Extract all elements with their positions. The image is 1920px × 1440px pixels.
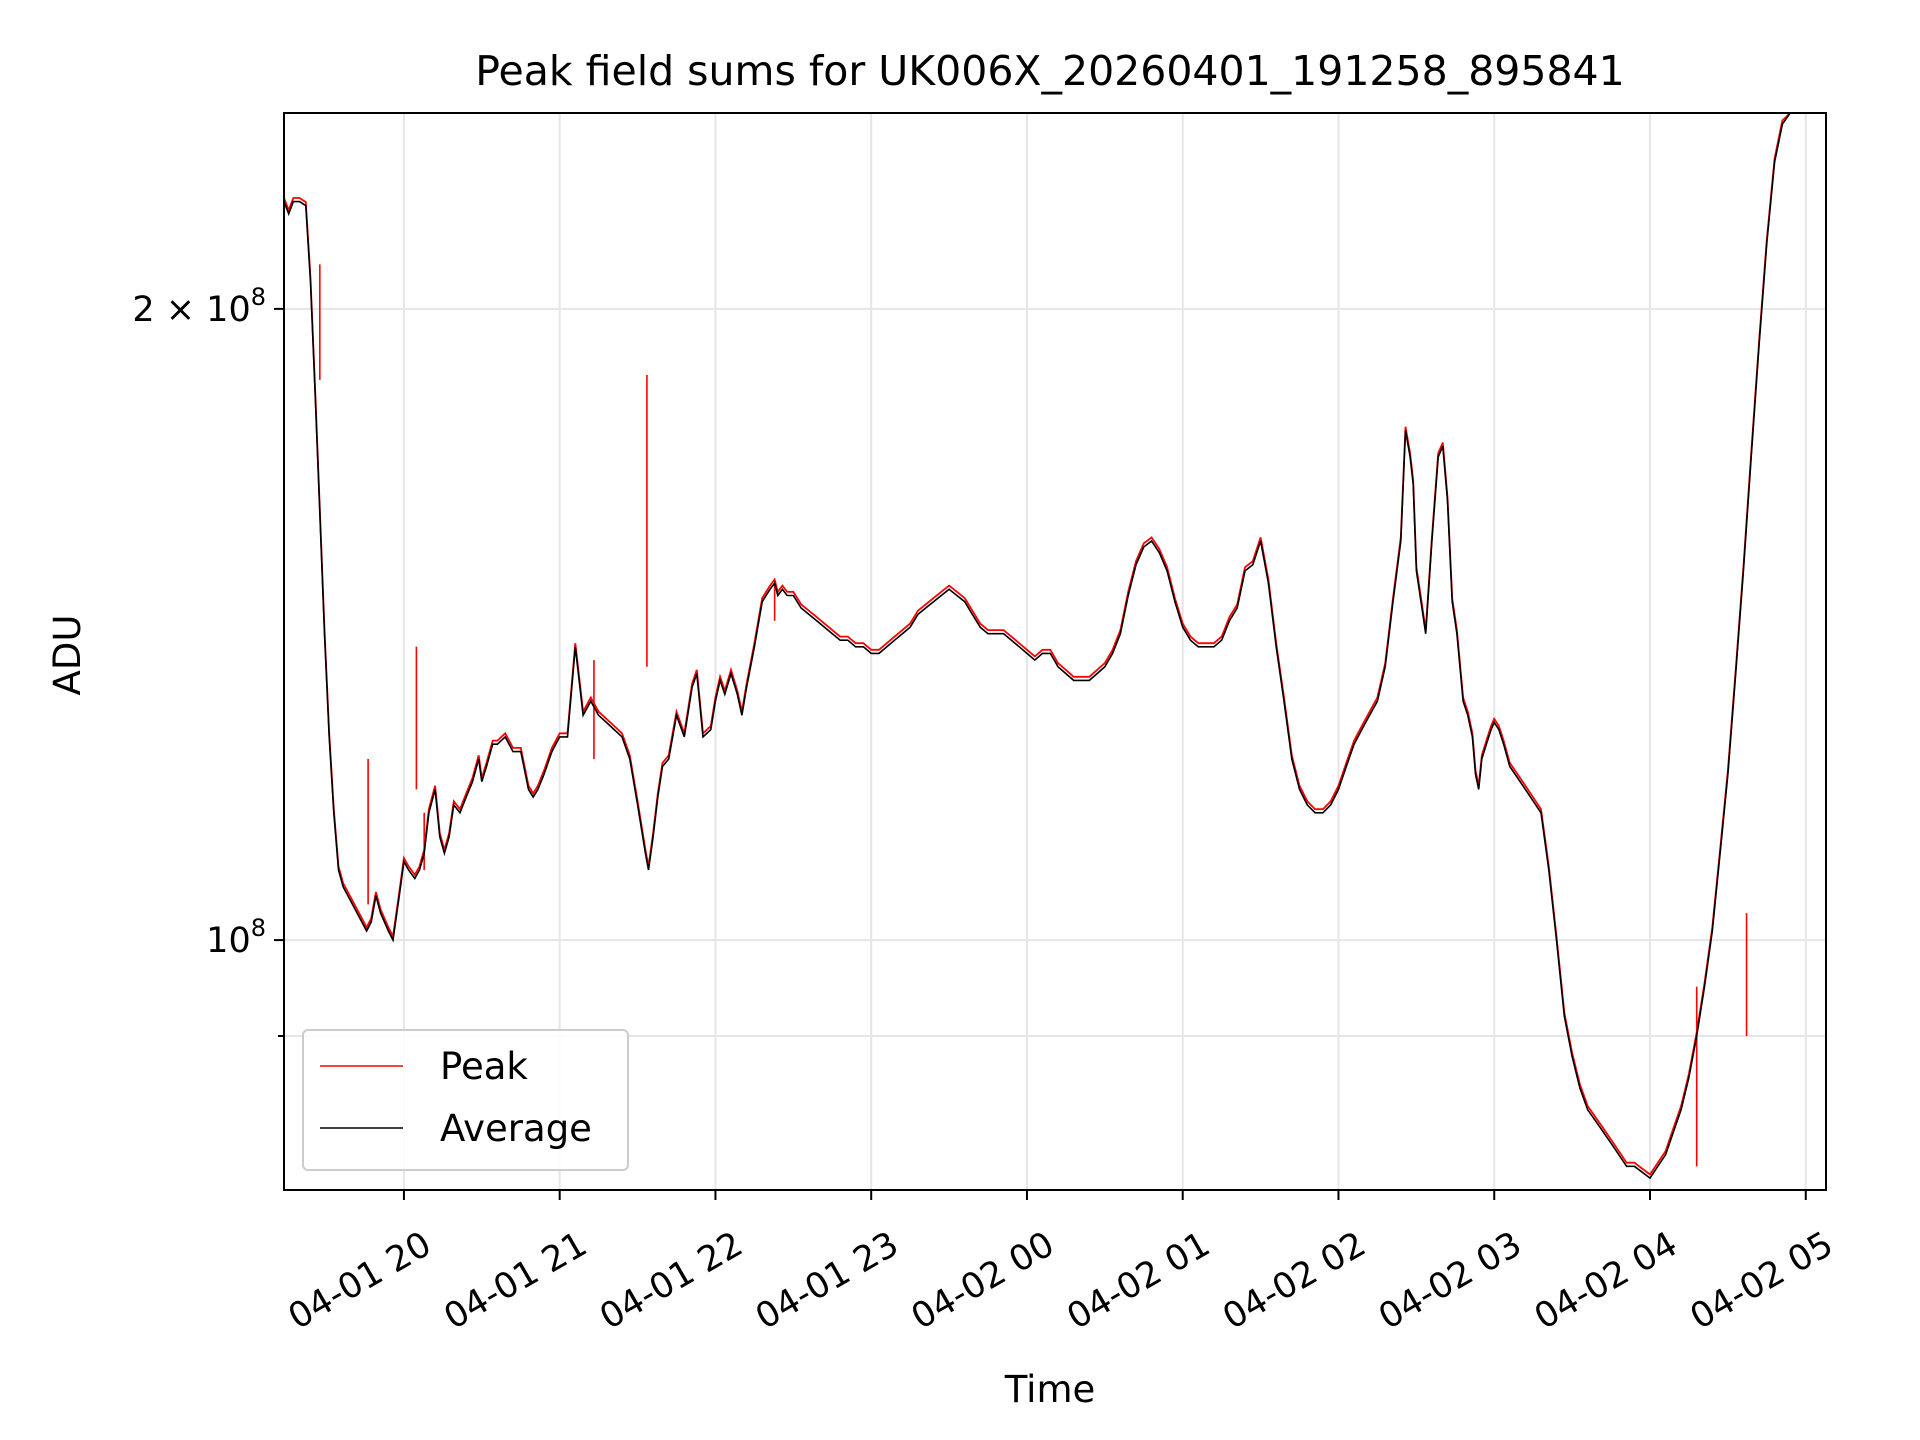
legend: Peak Average [302, 1029, 629, 1171]
legend-average-label: Average [440, 1107, 592, 1150]
peak-series-line [283, 112, 1791, 1176]
average-series-line [283, 112, 1791, 1180]
y-axis-label: ADU [46, 615, 89, 696]
chart-title: Peak field sums for UK006X_20260401_1912… [475, 47, 1624, 95]
series-layer [283, 112, 1791, 1180]
legend-box [302, 1029, 629, 1171]
x-axis-label: Time [1004, 1368, 1096, 1411]
plot-frame [283, 112, 1827, 1191]
legend-peak-label: Peak [440, 1045, 528, 1088]
y-axis: 2 × 108 108 [132, 283, 284, 1038]
y-tick-label: 108 [206, 914, 266, 961]
y-tick-label: 2 × 108 [132, 283, 266, 330]
